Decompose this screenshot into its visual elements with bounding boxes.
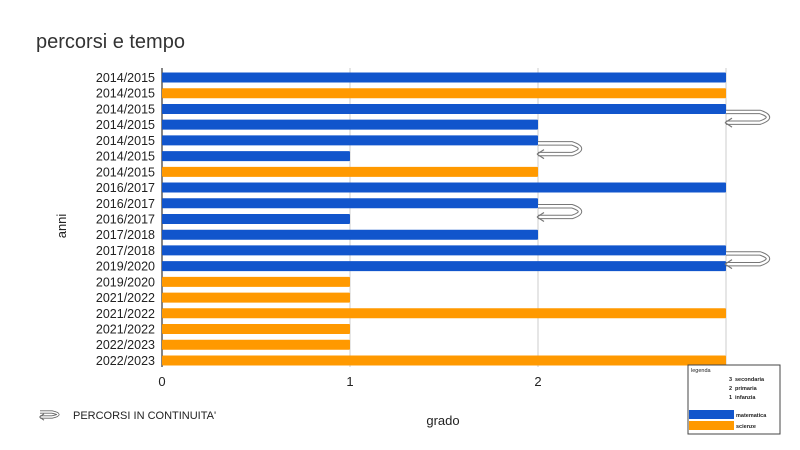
legend-level-value: 1 xyxy=(729,395,732,401)
category-labels: 2014/20152014/20152014/20152014/20152014… xyxy=(96,71,155,368)
category-label: 2022/2023 xyxy=(96,354,155,368)
bar-matematica xyxy=(162,198,538,209)
category-label: 2016/2017 xyxy=(96,181,155,195)
bar-scienze xyxy=(162,308,726,319)
legend-level-2: 2 primaria xyxy=(729,386,758,392)
legend-series-matematica: matematica xyxy=(689,410,767,419)
category-label: 2014/2015 xyxy=(96,71,155,85)
legend-level-1: 1 infanzia xyxy=(729,395,756,401)
bar-matematica xyxy=(162,213,350,224)
legend-level-value: 3 xyxy=(729,377,732,383)
category-label: 2021/2022 xyxy=(96,323,155,337)
category-label: 2022/2023 xyxy=(96,338,155,352)
legend-level-label: infanzia xyxy=(735,395,756,401)
bar-matematica xyxy=(162,135,538,146)
bar-scienze xyxy=(162,324,350,335)
x-tick-label: 0 xyxy=(158,374,165,389)
category-label: 2014/2015 xyxy=(96,165,155,179)
bar-scienze xyxy=(162,166,538,177)
category-label: 2019/2020 xyxy=(96,275,155,289)
category-label: 2019/2020 xyxy=(96,260,155,274)
legend-series-label: matematica xyxy=(736,413,767,419)
legend-swatch-scienze xyxy=(689,421,734,430)
category-label: 2016/2017 xyxy=(96,197,155,211)
category-label: 2014/2015 xyxy=(96,150,155,164)
bars xyxy=(162,72,726,366)
footnote: PERCORSI IN CONTINUITA' xyxy=(39,410,216,422)
legend-level-label: primaria xyxy=(735,386,758,392)
continuity-arrow xyxy=(536,141,583,160)
bar-matematica xyxy=(162,261,726,272)
x-tick-label: 2 xyxy=(534,374,541,389)
x-tick-labels: 0 1 2 xyxy=(158,374,541,389)
category-label: 2014/2015 xyxy=(96,102,155,116)
bar-matematica xyxy=(162,119,538,130)
bar-scienze xyxy=(162,276,350,287)
legend-level-value: 2 xyxy=(729,386,732,392)
continuity-arrow xyxy=(724,109,771,128)
legend-series-label: scienze xyxy=(736,424,756,430)
category-label: 2021/2022 xyxy=(96,307,155,321)
bar-scienze xyxy=(162,88,726,99)
continuity-arrows xyxy=(536,109,771,270)
bar-matematica xyxy=(162,151,350,162)
bar-matematica xyxy=(162,182,726,193)
legend: legenda 3 secondaria 2 primaria 1 infanz… xyxy=(687,364,781,435)
footnote-label: PERCORSI IN CONTINUITA' xyxy=(73,410,216,422)
category-label: 2014/2015 xyxy=(96,118,155,132)
bar-matematica xyxy=(162,103,726,114)
category-label: 2021/2022 xyxy=(96,291,155,305)
x-tick-label: 1 xyxy=(346,374,353,389)
category-label: 2016/2017 xyxy=(96,212,155,226)
chart-title: percorsi e tempo xyxy=(36,31,185,53)
legend-title: legenda xyxy=(691,368,712,374)
continuity-arrow xyxy=(536,204,583,222)
legend-level-3: 3 secondaria xyxy=(729,377,765,383)
legend-swatch-matematica xyxy=(689,410,734,419)
bar-matematica xyxy=(162,72,726,83)
legend-level-label: secondaria xyxy=(735,377,765,383)
category-label: 2017/2018 xyxy=(96,244,155,258)
y-axis-title: anni xyxy=(54,214,69,239)
bar-scienze xyxy=(162,339,350,350)
bar-scienze xyxy=(162,355,726,366)
x-axis-title: grado xyxy=(426,413,459,428)
bar-matematica xyxy=(162,229,538,240)
category-label: 2017/2018 xyxy=(96,228,155,242)
legend-series-scienze: scienze xyxy=(689,421,756,430)
curved-arrow-icon xyxy=(39,410,60,421)
category-label: 2014/2015 xyxy=(96,134,155,148)
continuity-arrow xyxy=(724,251,771,270)
bar-matematica xyxy=(162,245,726,256)
category-label: 2014/2015 xyxy=(96,87,155,101)
bar-scienze xyxy=(162,292,350,303)
